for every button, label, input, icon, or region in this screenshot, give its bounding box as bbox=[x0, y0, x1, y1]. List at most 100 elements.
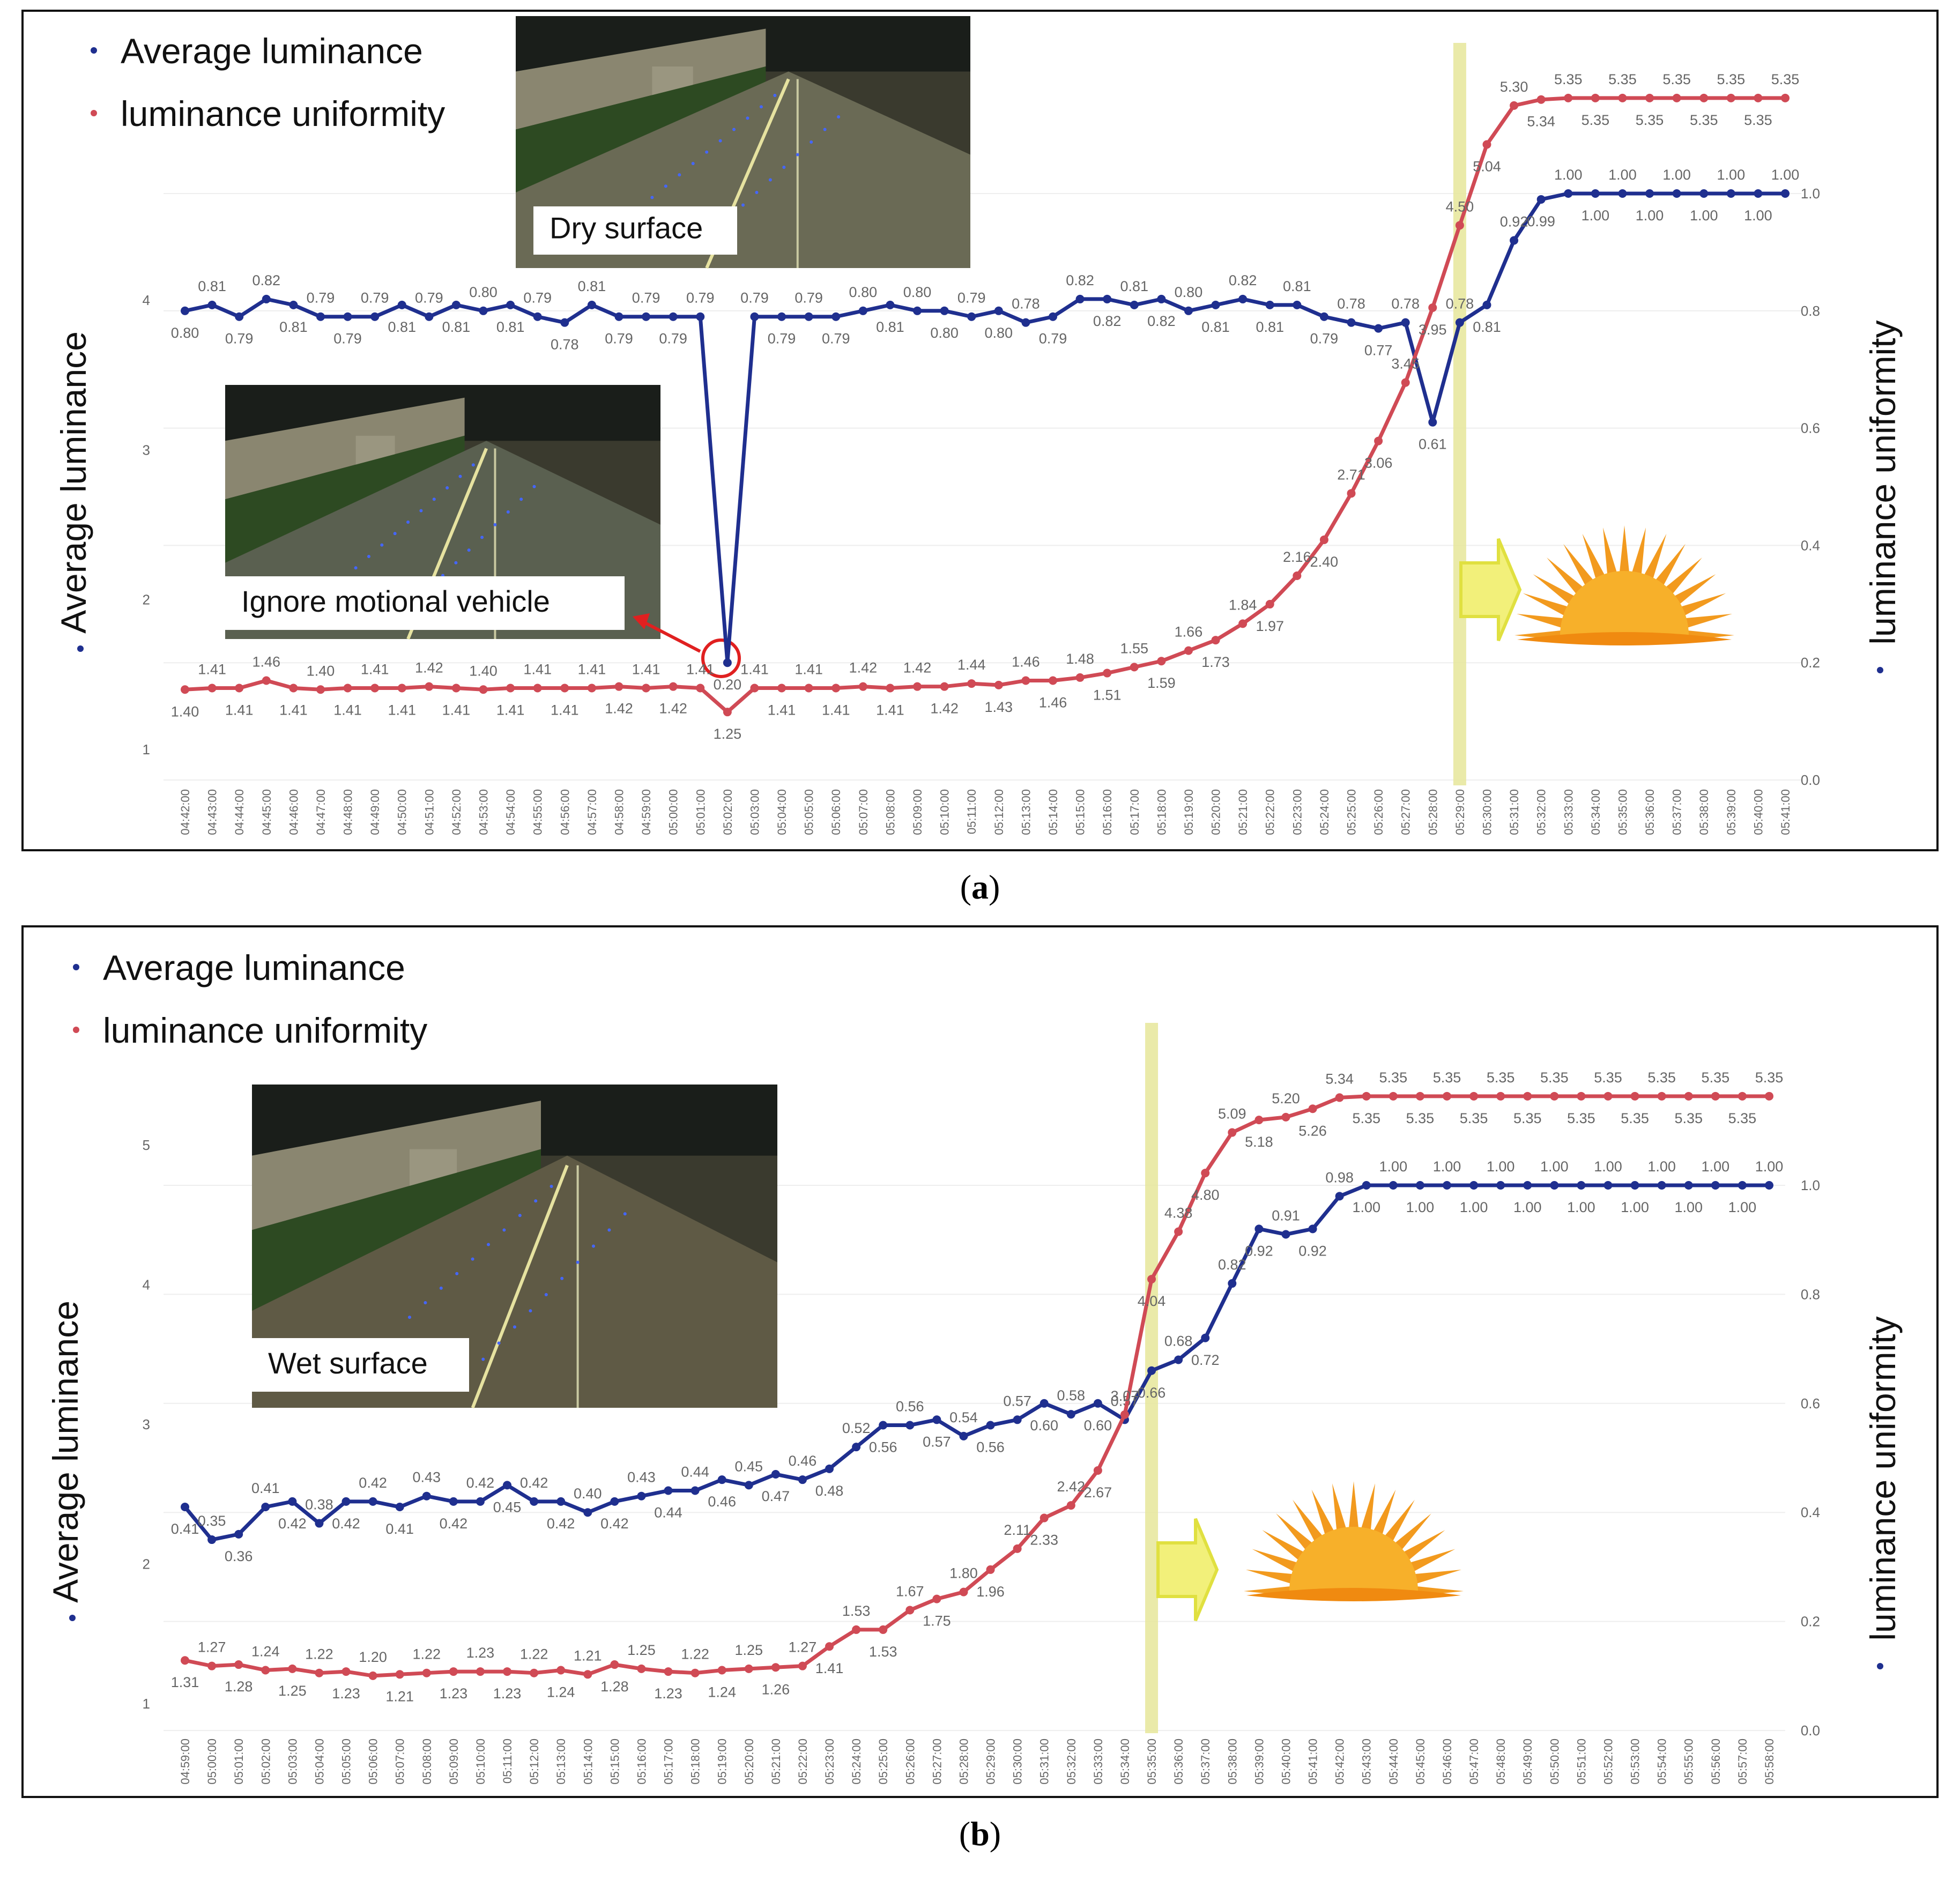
measurement-point bbox=[480, 536, 484, 539]
data-label: 1.00 bbox=[1554, 167, 1583, 183]
data-label: 0.46 bbox=[708, 1494, 736, 1510]
data-label: 1.41 bbox=[198, 661, 226, 677]
data-point bbox=[506, 684, 515, 693]
x-tick-label: 05:15:00 bbox=[608, 1739, 621, 1785]
data-point bbox=[940, 682, 949, 691]
data-point bbox=[967, 312, 976, 321]
data-point bbox=[614, 682, 623, 691]
x-tick-label: 04:50:00 bbox=[396, 789, 409, 835]
avg-luminance-series-line bbox=[184, 1094, 1769, 1678]
data-point bbox=[1765, 1091, 1773, 1101]
legend-marker-uni bbox=[91, 110, 97, 116]
data-label: 0.78 bbox=[1337, 296, 1365, 312]
measurement-point bbox=[576, 1260, 580, 1264]
x-tick-label: 05:41:00 bbox=[1779, 789, 1792, 835]
data-point bbox=[556, 1666, 566, 1675]
data-point bbox=[858, 306, 867, 315]
sun-ray bbox=[1262, 1530, 1308, 1563]
sun-ray bbox=[1681, 614, 1733, 629]
data-label: 5.35 bbox=[1433, 1070, 1461, 1086]
data-point bbox=[1738, 1091, 1747, 1101]
x-tick-label: 05:49:00 bbox=[1521, 1739, 1534, 1785]
x-tick-label: 05:32:00 bbox=[1535, 789, 1548, 835]
sun-ray bbox=[1311, 1489, 1337, 1539]
data-label: 0.82 bbox=[1093, 313, 1122, 329]
data-point bbox=[669, 682, 678, 691]
sun-ray bbox=[1391, 1513, 1431, 1554]
data-point bbox=[181, 1656, 189, 1665]
x-tick-label: 05:55:00 bbox=[1682, 1739, 1696, 1785]
measurement-point bbox=[497, 1341, 501, 1345]
data-point bbox=[261, 1666, 270, 1675]
data-label: 1.55 bbox=[1120, 640, 1148, 656]
data-point bbox=[771, 1470, 780, 1479]
data-label: 0.81 bbox=[388, 319, 416, 335]
data-label: 5.04 bbox=[1473, 158, 1501, 174]
data-point bbox=[1362, 1091, 1371, 1101]
data-point bbox=[798, 1475, 807, 1484]
data-label: 5.35 bbox=[1352, 1110, 1380, 1126]
x-tick-label: 05:33:00 bbox=[1562, 789, 1575, 835]
data-label: 0.42 bbox=[520, 1475, 548, 1491]
measurement-point bbox=[755, 191, 759, 194]
measurement-point bbox=[467, 548, 471, 552]
sun-ray bbox=[1547, 558, 1587, 598]
data-label: 1.24 bbox=[547, 1684, 575, 1700]
data-label: 1.40 bbox=[171, 703, 199, 719]
data-point bbox=[825, 1464, 834, 1473]
data-point bbox=[1442, 1181, 1451, 1190]
data-label: 0.80 bbox=[930, 325, 959, 341]
measurement-point bbox=[518, 1214, 522, 1217]
data-point bbox=[986, 1565, 995, 1574]
data-point bbox=[1536, 195, 1546, 204]
data-point bbox=[1347, 318, 1356, 327]
x-tick-label: 05:11:00 bbox=[965, 789, 978, 834]
data-label: 3.45 bbox=[1391, 356, 1420, 372]
caption-b: (b) bbox=[959, 1815, 1001, 1853]
avg-luminance-series-line bbox=[184, 96, 1785, 714]
x-tick-label: 05:13:00 bbox=[554, 1739, 568, 1785]
x-tick-label: 05:48:00 bbox=[1494, 1739, 1508, 1785]
data-label: 0.35 bbox=[198, 1513, 226, 1529]
data-point bbox=[234, 1660, 243, 1669]
data-label: 0.82 bbox=[1218, 1257, 1246, 1273]
data-point bbox=[831, 312, 841, 321]
data-label: 0.42 bbox=[440, 1516, 468, 1532]
data-point bbox=[798, 1661, 807, 1670]
data-point bbox=[1254, 1116, 1264, 1125]
data-point bbox=[1482, 300, 1491, 309]
data-point bbox=[1013, 1415, 1022, 1424]
photo-label: Wet surface bbox=[268, 1346, 428, 1380]
x-tick-label: 05:54:00 bbox=[1655, 1739, 1669, 1785]
data-label: 1.41 bbox=[333, 702, 362, 718]
data-point bbox=[994, 680, 1003, 689]
data-point bbox=[1093, 1399, 1102, 1408]
data-label: 0.61 bbox=[1419, 436, 1447, 452]
data-point bbox=[207, 1535, 217, 1544]
data-label: 5.35 bbox=[1582, 112, 1610, 128]
x-tick-label: 05:03:00 bbox=[286, 1739, 299, 1785]
road-photo: Dry surface bbox=[516, 16, 970, 269]
data-point bbox=[1630, 1181, 1639, 1190]
x-tick-label: 05:33:00 bbox=[1092, 1739, 1105, 1785]
data-label: 5.35 bbox=[1608, 71, 1637, 87]
data-point bbox=[1482, 140, 1491, 149]
data-label: 0.42 bbox=[332, 1516, 360, 1532]
data-point bbox=[370, 312, 380, 321]
data-point bbox=[395, 1670, 404, 1679]
data-label: 0.41 bbox=[171, 1521, 199, 1537]
x-tick-label: 05:39:00 bbox=[1725, 789, 1738, 835]
x-tick-label: 05:02:00 bbox=[259, 1739, 272, 1785]
data-label: 1.42 bbox=[849, 660, 878, 676]
data-label: 0.56 bbox=[869, 1439, 897, 1455]
x-tick-label: 05:09:00 bbox=[911, 789, 924, 835]
data-label: 0.42 bbox=[278, 1516, 307, 1532]
data-label: 0.44 bbox=[654, 1505, 682, 1521]
data-label: 0.81 bbox=[496, 319, 525, 335]
data-point bbox=[316, 685, 325, 694]
x-tick-label: 05:45:00 bbox=[1414, 1739, 1427, 1785]
data-point bbox=[289, 300, 298, 309]
legend-marker-uni bbox=[73, 1027, 79, 1033]
x-tick-label: 05:05:00 bbox=[340, 1739, 353, 1785]
right-axis-tick-label: 1.0 bbox=[1801, 1177, 1820, 1193]
